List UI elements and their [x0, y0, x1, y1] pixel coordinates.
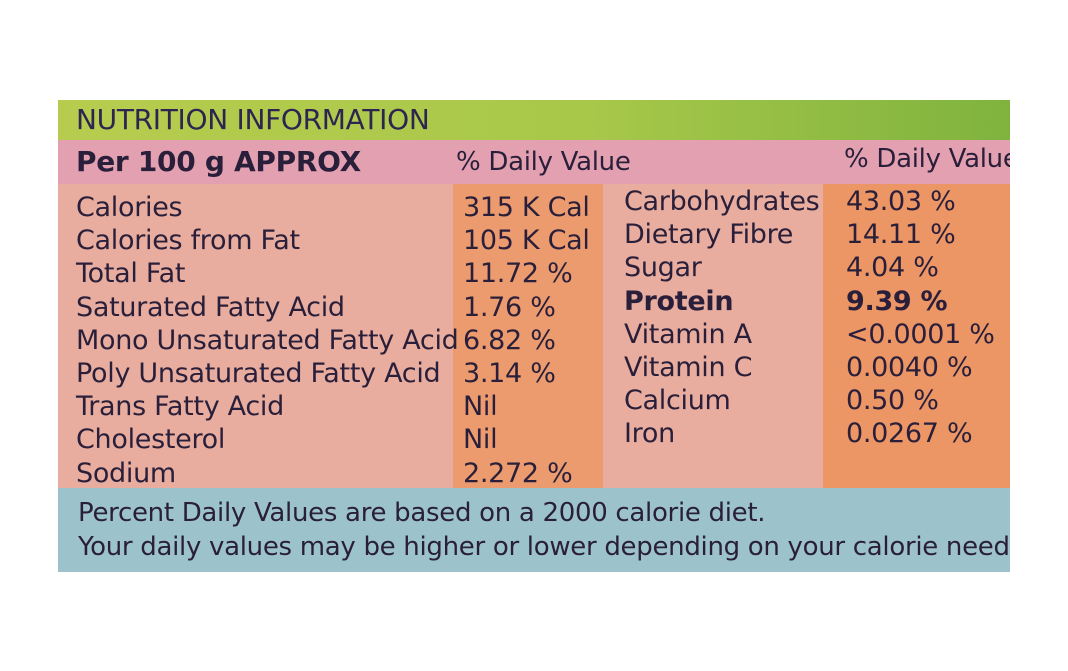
- nutrient-value: 43.03 %: [846, 186, 956, 217]
- daily-value-header-right: % Daily Value: [844, 144, 1010, 174]
- nutrient-name: Sodium: [76, 457, 176, 489]
- nutrient-name: Vitamin A: [624, 318, 752, 350]
- nutrient-name: Calories: [76, 192, 183, 223]
- nutrient-name: Iron: [624, 418, 675, 450]
- nutrient-name: Trans Fatty Acid: [76, 391, 284, 423]
- nutrient-value: 0.50 %: [846, 385, 939, 417]
- nutrient-name: Calcium: [624, 385, 731, 417]
- nutrient-name: Cholesterol: [76, 424, 226, 456]
- nutrient-name: Vitamin C: [624, 352, 753, 383]
- nutrient-value: 315 K Cal: [463, 192, 590, 223]
- nutrient-value: 9.39 %: [846, 285, 948, 317]
- header-band: [58, 140, 1010, 184]
- panel-title: NUTRITION INFORMATION: [76, 103, 430, 136]
- nutrient-name: Carbohydrates: [624, 186, 820, 217]
- nutrient-value-column: [453, 184, 603, 502]
- nutrient-value: 11.72 %: [463, 258, 573, 290]
- footnote-line-2: Your daily values may be higher or lower…: [78, 532, 1010, 562]
- nutrient-name: Dietary Fibre: [624, 219, 794, 251]
- nutrient-name: Calories from Fat: [76, 225, 300, 257]
- nutrient-value: <0.0001 %: [846, 318, 995, 350]
- nutrient-value: 1.76 %: [463, 291, 556, 323]
- footer-band: [58, 488, 1010, 572]
- title-band: [58, 100, 1010, 140]
- nutrient-name: Sugar: [624, 252, 702, 284]
- nutrient-name: Saturated Fatty Acid: [76, 291, 345, 323]
- nutrient-value: 4.04 %: [846, 252, 939, 284]
- nutrient-value: 0.0267 %: [846, 418, 973, 450]
- nutrient-name-column: [58, 184, 453, 502]
- nutrient-name: Mono Unsaturated Fatty Acid: [76, 324, 459, 356]
- nutrition-label-panel: NUTRITION INFORMATION Per 100 g APPROX %…: [58, 100, 1010, 572]
- nutrient-value: 3.14 %: [463, 358, 556, 389]
- nutrient-name: Protein: [624, 285, 734, 317]
- per-serving-label: Per 100 g APPROX: [76, 145, 361, 178]
- nutrient-value: 0.0040 %: [846, 352, 973, 383]
- nutrient-value: 2.272 %: [463, 457, 573, 489]
- nutrient-name: Poly Unsaturated Fatty Acid: [76, 358, 441, 389]
- second-nutrient-name-column: [603, 184, 823, 502]
- footnote-line-1: Percent Daily Values are based on a 2000…: [78, 498, 766, 528]
- daily-value-header-left: % Daily Value: [456, 147, 631, 177]
- nutrient-value: 6.82 %: [463, 324, 556, 356]
- nutrient-value: 14.11 %: [846, 219, 956, 251]
- nutrient-name: Total Fat: [76, 258, 186, 290]
- second-nutrient-value-column: [823, 184, 1010, 502]
- nutrient-value: Nil: [463, 424, 498, 456]
- nutrient-value: 105 K Cal: [463, 225, 590, 257]
- nutrient-value: Nil: [463, 391, 498, 423]
